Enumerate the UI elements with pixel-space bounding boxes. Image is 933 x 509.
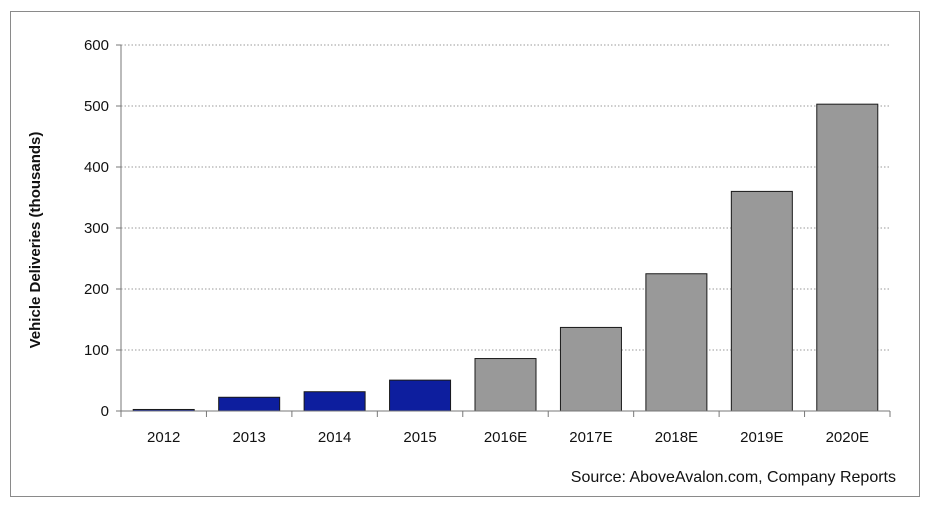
bars (132, 103, 879, 412)
bar-2014 (303, 391, 366, 412)
bar-2017e (559, 326, 622, 412)
y-tick-label: 300 (84, 220, 109, 237)
y-axis-title: Vehicle Deliveries (thousands) (27, 132, 44, 349)
bar-2015 (389, 379, 452, 412)
y-tick-label: 500 (84, 98, 109, 115)
bar-2013 (218, 396, 281, 412)
y-tick-label: 200 (84, 281, 109, 298)
x-tick-label: 2015 (403, 429, 436, 446)
bar-2020e (816, 103, 879, 412)
x-tick-label: 2016E (484, 429, 527, 446)
x-tick-label: 2014 (318, 429, 351, 446)
x-tick-label: 2012 (147, 429, 180, 446)
x-tick-label: 2017E (569, 429, 612, 446)
x-tick-labels: 2012 2013 2014 2015 2016E 2017E 2018E 2019E 2020… (147, 429, 869, 446)
axes (116, 44, 891, 417)
y-tick-labels: 0 100 200 300 400 500 600 (84, 37, 109, 420)
x-tick-label: 2013 (232, 429, 265, 446)
bar-2019e (730, 190, 793, 412)
x-tick-label: 2018E (655, 429, 698, 446)
bar-2016e (474, 358, 537, 412)
y-tick-label: 600 (84, 37, 109, 54)
x-tick-label: 2020E (826, 429, 869, 446)
x-tick-label: 2019E (740, 429, 783, 446)
y-tick-label: 0 (101, 403, 109, 420)
y-tick-label: 400 (84, 159, 109, 176)
y-tick-label: 100 (84, 342, 109, 359)
source-note: Source: AboveAvalon.com, Company Reports (571, 469, 896, 486)
bar-2018e (645, 273, 708, 412)
